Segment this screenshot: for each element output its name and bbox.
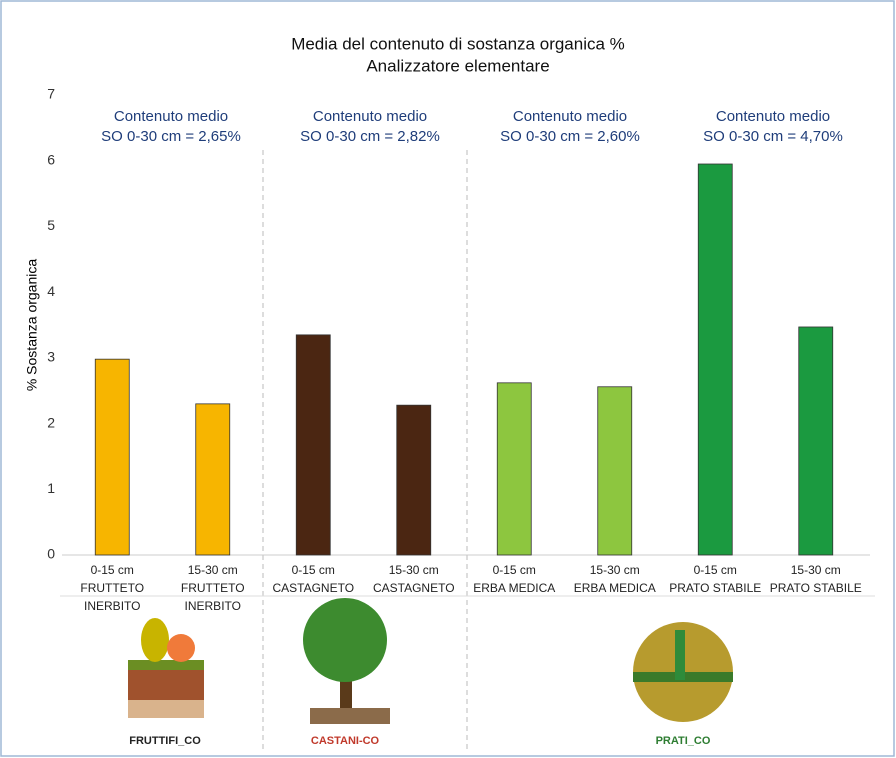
x-tick-label: ERBA MEDICA <box>473 581 555 595</box>
x-tick-label: 0-15 cm <box>493 563 536 577</box>
x-tick-label: 0-15 cm <box>292 563 335 577</box>
chart-title: Analizzatore elementare <box>366 56 549 75</box>
y-tick-label: 0 <box>47 546 55 562</box>
group-annotation: Contenuto medio <box>513 108 627 125</box>
x-tick-label: PRATO STABILE <box>770 581 862 595</box>
x-tick-label: 0-15 cm <box>694 563 737 577</box>
chart: % Sostanza organica Media del contenuto … <box>0 0 896 758</box>
bar <box>598 387 632 555</box>
x-tick-label: CASTAGNETO <box>272 581 354 595</box>
bar <box>296 335 330 555</box>
logo-text: CASTANI-CO <box>311 735 380 747</box>
x-tick-label: 15-30 cm <box>188 563 238 577</box>
group-annotation: SO 0-30 cm = 2,65% <box>101 128 241 145</box>
bar <box>497 383 531 555</box>
x-tick-label: FRUTTETO <box>80 581 144 595</box>
logo-text: PRATI_CO <box>656 735 711 747</box>
x-tick-label: CASTAGNETO <box>373 581 455 595</box>
y-tick-label: 6 <box>47 151 55 167</box>
chart-title: Media del contenuto di sostanza organica… <box>291 34 625 53</box>
group-annotation: Contenuto medio <box>716 108 830 125</box>
group-annotation: SO 0-30 cm = 2,60% <box>500 128 640 145</box>
group-annotation: SO 0-30 cm = 4,70% <box>703 128 843 145</box>
logo-icon <box>633 622 733 722</box>
x-tick-label: FRUTTETO <box>181 581 245 595</box>
x-tick-label: 0-15 cm <box>91 563 134 577</box>
x-tick-label: 15-30 cm <box>389 563 439 577</box>
bar <box>698 164 732 555</box>
x-tick-label: PRATO STABILE <box>669 581 761 595</box>
bar <box>799 327 833 555</box>
x-tick-label: INERBITO <box>84 599 140 613</box>
bar <box>95 359 129 555</box>
y-tick-label: 1 <box>47 480 55 496</box>
x-tick-label: 15-30 cm <box>791 563 841 577</box>
x-tick-label: INERBITO <box>185 599 241 613</box>
x-tick-label: 15-30 cm <box>590 563 640 577</box>
bar <box>196 404 230 555</box>
bar <box>397 405 431 555</box>
y-tick-label: 5 <box>47 217 55 233</box>
group-annotation: Contenuto medio <box>313 108 427 125</box>
y-tick-label: 7 <box>47 86 55 102</box>
group-annotation: SO 0-30 cm = 2,82% <box>300 128 440 145</box>
group-annotation: Contenuto medio <box>114 108 228 125</box>
y-tick-label: 2 <box>47 414 55 430</box>
y-tick-label: 4 <box>47 283 55 299</box>
y-tick-label: 3 <box>47 349 55 365</box>
y-axis-label: % Sostanza organica <box>24 259 40 392</box>
x-tick-label: ERBA MEDICA <box>574 581 656 595</box>
logo-text: FRUTTIFI_CO <box>129 735 201 747</box>
